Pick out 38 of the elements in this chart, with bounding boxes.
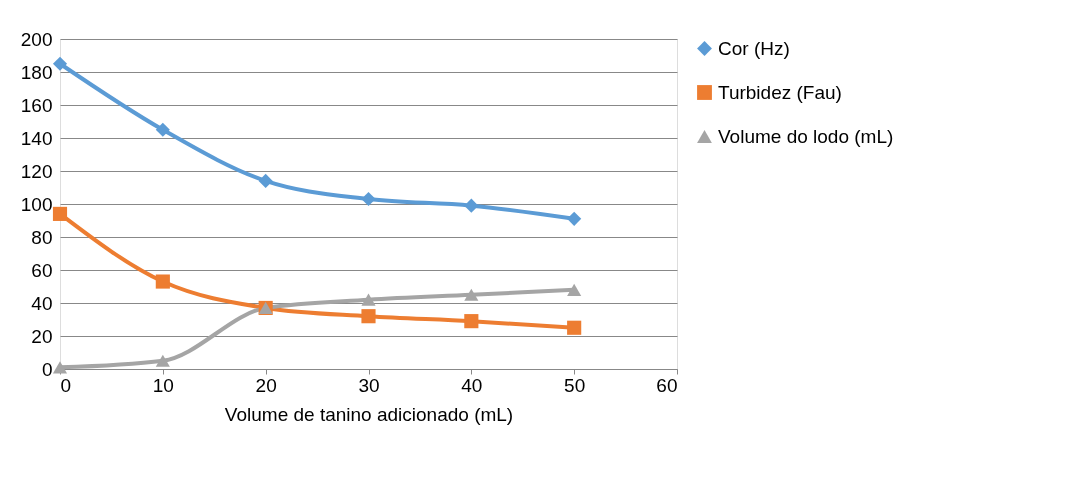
y-tick-label: 20	[31, 325, 53, 347]
y-tick-label: 180	[20, 61, 53, 83]
point	[155, 122, 170, 137]
x-tick-label: 30	[358, 374, 380, 396]
point	[258, 173, 273, 188]
y-tick-label: 160	[20, 94, 53, 116]
legend-label: Cor (Hz)	[718, 37, 790, 59]
y-tick-label: 0	[41, 358, 53, 380]
point	[567, 283, 582, 296]
x-axis-title: Volume de tanino adicionado (mL)	[224, 403, 514, 425]
x-tick-label: 40	[461, 374, 483, 396]
x-tick-label: 60	[656, 374, 678, 396]
point	[464, 314, 479, 329]
y-tick-label: 120	[20, 160, 53, 182]
x-tick-label: 50	[564, 374, 586, 396]
y-tick-label: 140	[20, 127, 53, 149]
legend-label: Turbidez (Fau)	[718, 81, 842, 103]
x-tick-label: 20	[255, 374, 277, 396]
point	[155, 274, 170, 289]
y-tick-label: 100	[20, 193, 53, 215]
y-tick-label: 200	[20, 28, 53, 50]
point	[464, 288, 479, 301]
point	[361, 191, 376, 207]
y-tick-label: 60	[31, 259, 53, 281]
point	[52, 206, 68, 221]
point	[361, 293, 376, 306]
point	[52, 361, 68, 374]
y-tick-label: 80	[31, 226, 53, 248]
y-tick-label: 40	[31, 292, 53, 314]
point	[155, 354, 170, 367]
point	[361, 309, 376, 324]
legend-label: Volume do lodo (mL)	[718, 125, 894, 147]
x-tick-label: 10	[152, 374, 174, 396]
point	[567, 211, 582, 226]
point	[464, 198, 479, 213]
point	[567, 320, 582, 335]
x-tick-label: 0	[60, 374, 72, 396]
point	[52, 56, 68, 71]
